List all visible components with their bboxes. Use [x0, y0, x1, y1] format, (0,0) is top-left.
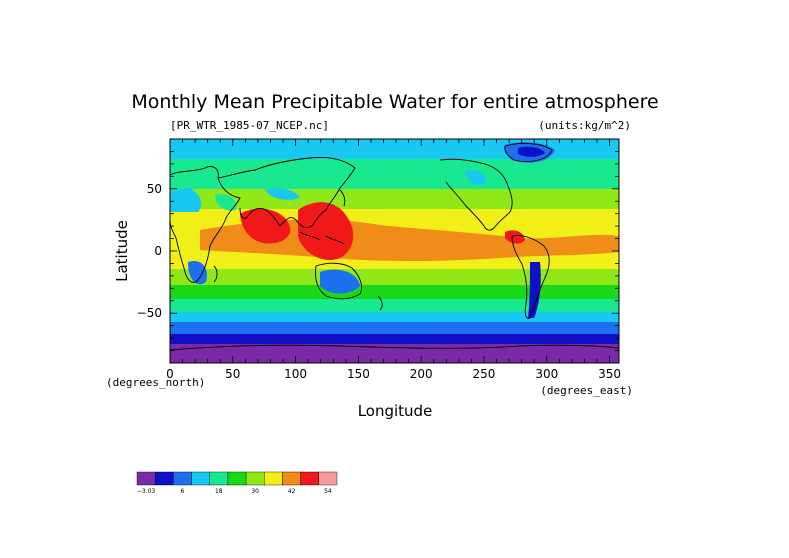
greenland-core	[518, 146, 545, 157]
tibet-dry	[265, 188, 300, 200]
colorbar-swatch	[318, 471, 338, 486]
band-south-green	[170, 285, 619, 299]
x-tick-label: 350	[598, 367, 621, 381]
y-axis-label: Latitude	[113, 220, 131, 282]
warm-pool-red-indian	[240, 208, 291, 244]
coast-indonesia	[299, 231, 345, 245]
coast-greenland	[504, 142, 553, 162]
colorbar-swatch	[227, 471, 247, 486]
x-tick-label: 0	[166, 367, 174, 381]
warm-pool-red-caribbean	[505, 230, 525, 244]
x-tick-label: 50	[225, 367, 240, 381]
coast-africa-europe	[170, 166, 241, 283]
andes-dry	[528, 262, 541, 318]
coast-north-america	[439, 158, 513, 231]
colorbar-swatch	[209, 471, 229, 486]
coast-asia	[217, 157, 356, 229]
coast-japan	[339, 189, 346, 207]
band-north-subtropic	[170, 189, 619, 209]
arabia-dry-region	[215, 194, 237, 211]
x-tick-label: 250	[473, 367, 496, 381]
colorbar-tick-label: 42	[288, 488, 296, 495]
band-north-mid	[170, 159, 619, 189]
colorbar-swatch	[191, 471, 210, 486]
y-tick-label: −50	[137, 306, 162, 320]
x-tick-label: 100	[284, 367, 307, 381]
band-south-subtropic	[170, 269, 619, 285]
heatmap-plot-area	[170, 139, 619, 363]
chart-subtitle-file: [PR_WTR_1985-07_NCEP.nc]	[170, 119, 329, 132]
x-axis-label: Longitude	[358, 402, 433, 420]
y-tick-label: 0	[154, 244, 162, 258]
band-south-darkblue	[170, 334, 619, 344]
warm-pool-red-pacific	[298, 202, 354, 260]
colorbar-tick-label: 30	[251, 488, 259, 495]
colorbar-tick-label: 18	[215, 488, 223, 495]
axis-ticks: 0 50 100 150 200 250 300 350 −50 0 50	[137, 138, 621, 381]
x-tick-label: 300	[535, 367, 558, 381]
chart-title: Monthly Mean Precipitable Water for enti…	[131, 91, 658, 113]
band-south-blue	[170, 322, 619, 334]
colorbar-swatch	[154, 471, 174, 486]
y-axis-units: (degrees_north)	[106, 376, 205, 389]
x-axis-units: (degrees_east)	[540, 384, 633, 397]
coastlines	[170, 142, 619, 351]
colorbar: −3.03 6 18 30 42 54	[136, 471, 338, 495]
y-tick-label: 50	[147, 182, 162, 196]
colorbar-swatch	[245, 471, 265, 486]
x-tick-label: 200	[410, 367, 433, 381]
sahara-dry-region	[170, 188, 202, 212]
colorbar-swatch	[136, 471, 156, 486]
coast-new-zealand	[377, 295, 383, 311]
colorbar-tick-label: 54	[324, 488, 332, 495]
coast-madagascar	[213, 265, 218, 283]
band-south-mid	[170, 299, 619, 312]
australia-dry	[320, 269, 360, 294]
colorbar-swatch	[264, 471, 283, 486]
x-tick-label: 150	[347, 367, 370, 381]
colorbar-tick-label: −3.03	[137, 488, 156, 495]
rockies-dry	[465, 170, 487, 185]
colorbar-swatch	[282, 471, 301, 486]
band-south-cyan	[170, 312, 619, 322]
band-antarctic	[170, 344, 619, 363]
coast-australia	[315, 262, 363, 300]
colorbar-swatch	[300, 471, 320, 486]
coast-south-america	[511, 235, 550, 319]
chart-subtitle-units: (units:kg/m^2)	[538, 119, 631, 132]
coast-antarctica	[170, 344, 619, 351]
colorbar-tick-label: 6	[181, 488, 185, 495]
southern-africa-dry	[188, 260, 207, 285]
colorbar-swatch	[173, 471, 192, 486]
